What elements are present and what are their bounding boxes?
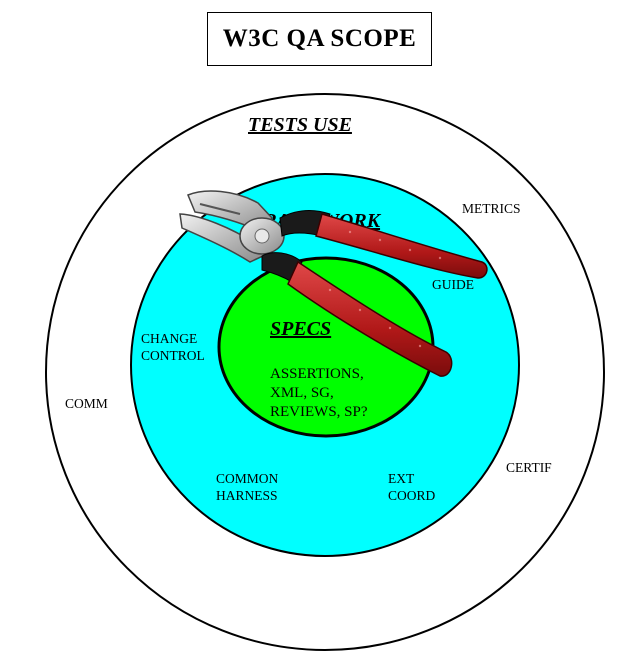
metrics-label: METRICS [462, 201, 521, 216]
change-control-line: CHANGE [141, 331, 198, 346]
change-control-line: CONTROL [141, 348, 205, 363]
change-control-label: CHANGE CONTROL [141, 330, 205, 364]
inner-ring-label: SPECS [270, 318, 332, 340]
common-harness-label: COMMON HARNESS [216, 470, 278, 504]
inner-item: REVIEWS, SP? [270, 404, 368, 420]
comm-label: COMM [65, 396, 108, 411]
guide-label: GUIDE [432, 277, 474, 292]
outer-ring-label: TESTS USE [248, 114, 352, 136]
inner-item: XML, SG, [270, 385, 334, 401]
page-title: W3C QA SCOPE [222, 25, 417, 52]
ext-coord-label: EXT COORD [388, 470, 435, 504]
ext-coord-line: EXT [388, 471, 415, 486]
common-harness-line: COMMON [216, 471, 279, 486]
inner-item: ASSERTIONS, [270, 366, 364, 382]
certif-label: CERTIF [506, 460, 552, 475]
middle-ring-label: FRAMEWORK [250, 210, 381, 232]
inner-items: ASSERTIONS, XML, SG, REVIEWS, SP? [270, 365, 368, 422]
title-box: W3C QA SCOPE [207, 12, 432, 66]
common-harness-line: HARNESS [216, 488, 278, 503]
ext-coord-line: COORD [388, 488, 436, 503]
